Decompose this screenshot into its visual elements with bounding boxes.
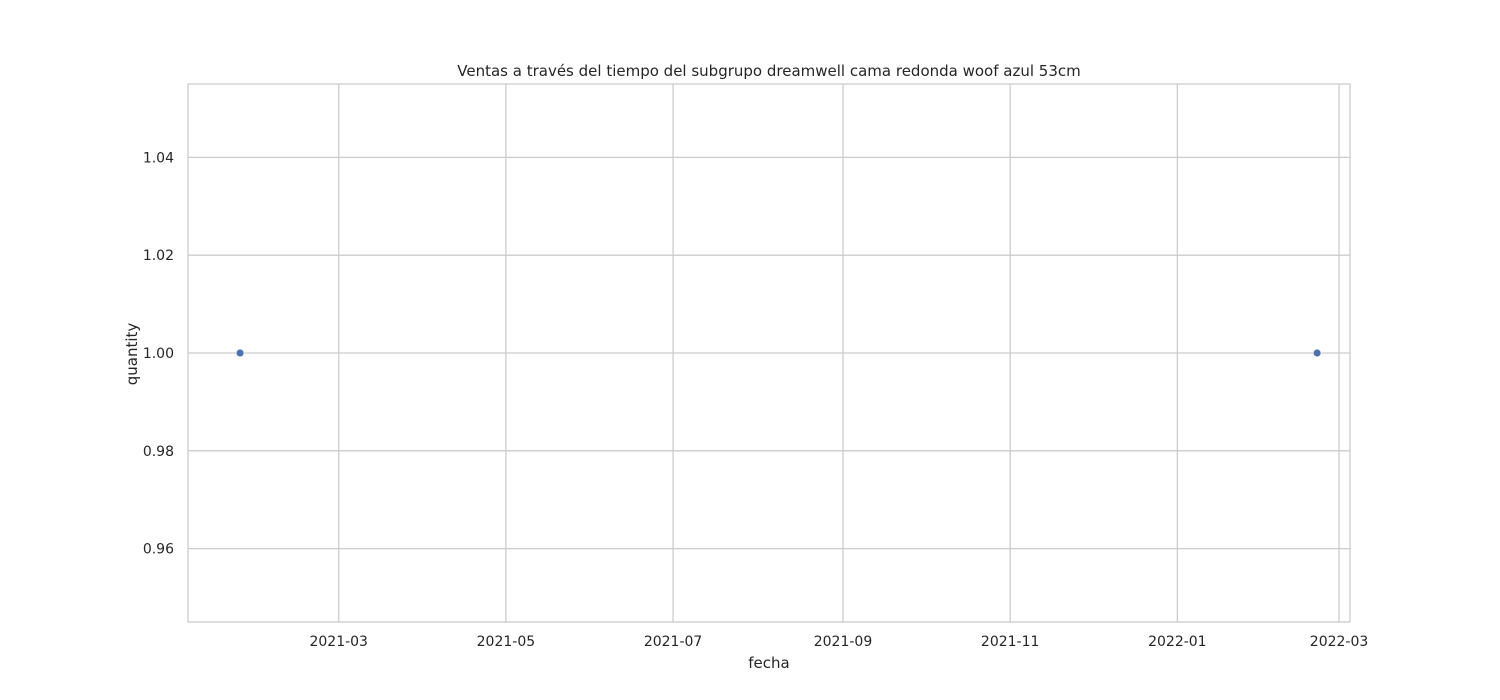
- x-tick-label: 2022-03: [1310, 634, 1369, 650]
- y-tick-label: 0.98: [143, 444, 174, 460]
- chart-title: Ventas a través del tiempo del subgrupo …: [457, 62, 1081, 80]
- x-tick-label: 2021-05: [477, 634, 536, 650]
- data-point: [1312, 348, 1322, 358]
- y-axis-label: quantity: [123, 323, 141, 386]
- y-tick-label: 1.00: [143, 346, 174, 362]
- x-tick-label: 2021-03: [309, 634, 368, 650]
- x-tick-label: 2022-01: [1148, 634, 1207, 650]
- y-tick-label: 1.04: [143, 150, 174, 166]
- grid-lines: [188, 84, 1350, 622]
- x-tick-label: 2021-11: [981, 634, 1040, 650]
- data-points: [235, 348, 1322, 358]
- data-point: [235, 348, 245, 358]
- y-tick-label: 1.02: [143, 248, 174, 264]
- x-tick-label: 2021-07: [644, 634, 703, 650]
- x-axis-label: fecha: [748, 654, 789, 672]
- y-tick-label: 0.96: [143, 542, 174, 558]
- y-axis-ticks: 0.96 0.98 1.00 1.02 1.04: [143, 150, 174, 557]
- x-tick-label: 2021-09: [814, 634, 873, 650]
- plot-area-frame: [187, 83, 1351, 623]
- x-axis-ticks: 2021-03 2021-05 2021-07 2021-09 2021-11 2022-…: [309, 634, 1368, 650]
